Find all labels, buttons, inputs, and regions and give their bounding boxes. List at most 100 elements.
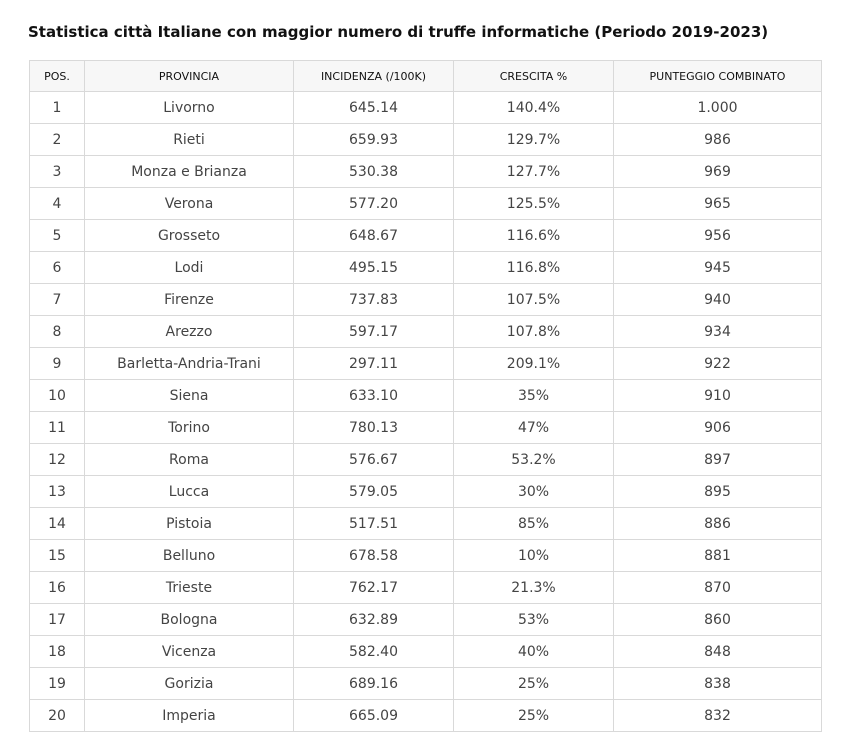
cell-pos: 11	[29, 411, 85, 444]
table-row: 2 Rieti 659.93 129.7% 986	[29, 123, 822, 156]
cell-punteggio: 910	[613, 379, 822, 412]
cell-pos: 1	[29, 91, 85, 124]
table-row: 11 Torino 780.13 47% 906	[29, 411, 822, 444]
table-row: 12 Roma 576.67 53.2% 897	[29, 443, 822, 476]
cell-crescita: 85%	[453, 507, 614, 540]
cell-provincia: Arezzo	[84, 315, 294, 348]
cell-provincia: Monza e Brianza	[84, 155, 294, 188]
header-punteggio: PUNTEGGIO COMBINATO	[613, 60, 822, 92]
cell-crescita: 107.5%	[453, 283, 614, 316]
cell-crescita: 129.7%	[453, 123, 614, 156]
cell-crescita: 40%	[453, 635, 614, 668]
cell-provincia: Imperia	[84, 699, 294, 732]
cell-punteggio: 965	[613, 187, 822, 220]
cell-punteggio: 832	[613, 699, 822, 732]
cell-pos: 14	[29, 507, 85, 540]
cell-pos: 15	[29, 539, 85, 572]
cell-crescita: 47%	[453, 411, 614, 444]
cell-punteggio: 940	[613, 283, 822, 316]
cell-pos: 12	[29, 443, 85, 476]
cell-pos: 18	[29, 635, 85, 668]
header-crescita: CRESCITA %	[453, 60, 614, 92]
table-row: 7 Firenze 737.83 107.5% 940	[29, 283, 822, 316]
cell-punteggio: 956	[613, 219, 822, 252]
cell-crescita: 10%	[453, 539, 614, 572]
cell-pos: 16	[29, 571, 85, 604]
cell-punteggio: 870	[613, 571, 822, 604]
table-row: 15 Belluno 678.58 10% 881	[29, 539, 822, 572]
cell-crescita: 35%	[453, 379, 614, 412]
cell-pos: 5	[29, 219, 85, 252]
table-row: 6 Lodi 495.15 116.8% 945	[29, 251, 822, 284]
table-row: 16 Trieste 762.17 21.3% 870	[29, 571, 822, 604]
cell-crescita: 30%	[453, 475, 614, 508]
table-header-row: POS. PROVINCIA INCIDENZA (/100K) CRESCIT…	[29, 60, 822, 92]
cell-incidenza: 737.83	[293, 283, 454, 316]
cell-incidenza: 689.16	[293, 667, 454, 700]
table-row: 19 Gorizia 689.16 25% 838	[29, 667, 822, 700]
cell-punteggio: 986	[613, 123, 822, 156]
table-row: 13 Lucca 579.05 30% 895	[29, 475, 822, 508]
cell-incidenza: 762.17	[293, 571, 454, 604]
cell-punteggio: 881	[613, 539, 822, 572]
cell-provincia: Torino	[84, 411, 294, 444]
cell-crescita: 209.1%	[453, 347, 614, 380]
cell-incidenza: 530.38	[293, 155, 454, 188]
header-pos: POS.	[29, 60, 85, 92]
cell-punteggio: 945	[613, 251, 822, 284]
cell-pos: 3	[29, 155, 85, 188]
table-row: 4 Verona 577.20 125.5% 965	[29, 187, 822, 220]
table-row: 1 Livorno 645.14 140.4% 1.000	[29, 91, 822, 124]
table-row: 14 Pistoia 517.51 85% 886	[29, 507, 822, 540]
table-row: 9 Barletta-Andria-Trani 297.11 209.1% 922	[29, 347, 822, 380]
cell-punteggio: 848	[613, 635, 822, 668]
cell-punteggio: 897	[613, 443, 822, 476]
cell-crescita: 53.2%	[453, 443, 614, 476]
cell-pos: 13	[29, 475, 85, 508]
cell-incidenza: 597.17	[293, 315, 454, 348]
header-incidenza: INCIDENZA (/100K)	[293, 60, 454, 92]
cell-punteggio: 886	[613, 507, 822, 540]
cell-incidenza: 780.13	[293, 411, 454, 444]
cell-pos: 2	[29, 123, 85, 156]
table-row: 8 Arezzo 597.17 107.8% 934	[29, 315, 822, 348]
cell-punteggio: 895	[613, 475, 822, 508]
cell-provincia: Lucca	[84, 475, 294, 508]
cell-punteggio: 906	[613, 411, 822, 444]
cell-provincia: Siena	[84, 379, 294, 412]
cell-pos: 17	[29, 603, 85, 636]
cell-punteggio: 934	[613, 315, 822, 348]
cell-punteggio: 838	[613, 667, 822, 700]
cell-crescita: 25%	[453, 699, 614, 732]
table-row: 18 Vicenza 582.40 40% 848	[29, 635, 822, 668]
cell-provincia: Rieti	[84, 123, 294, 156]
cell-incidenza: 633.10	[293, 379, 454, 412]
cell-provincia: Trieste	[84, 571, 294, 604]
cell-pos: 19	[29, 667, 85, 700]
cell-pos: 10	[29, 379, 85, 412]
table-row: 3 Monza e Brianza 530.38 127.7% 969	[29, 155, 822, 188]
cell-pos: 7	[29, 283, 85, 316]
cell-provincia: Roma	[84, 443, 294, 476]
cell-provincia: Pistoia	[84, 507, 294, 540]
cell-incidenza: 297.11	[293, 347, 454, 380]
cell-incidenza: 495.15	[293, 251, 454, 284]
cell-crescita: 107.8%	[453, 315, 614, 348]
cell-crescita: 140.4%	[453, 91, 614, 124]
cell-provincia: Lodi	[84, 251, 294, 284]
cell-pos: 9	[29, 347, 85, 380]
cell-provincia: Belluno	[84, 539, 294, 572]
cell-punteggio: 1.000	[613, 91, 822, 124]
cell-crescita: 53%	[453, 603, 614, 636]
cell-provincia: Barletta-Andria-Trani	[84, 347, 294, 380]
cell-pos: 20	[29, 699, 85, 732]
cell-provincia: Livorno	[84, 91, 294, 124]
cell-crescita: 116.8%	[453, 251, 614, 284]
cell-punteggio: 969	[613, 155, 822, 188]
cell-crescita: 125.5%	[453, 187, 614, 220]
cell-provincia: Grosseto	[84, 219, 294, 252]
cell-crescita: 25%	[453, 667, 614, 700]
cell-provincia: Firenze	[84, 283, 294, 316]
table-row: 10 Siena 633.10 35% 910	[29, 379, 822, 412]
cell-crescita: 21.3%	[453, 571, 614, 604]
